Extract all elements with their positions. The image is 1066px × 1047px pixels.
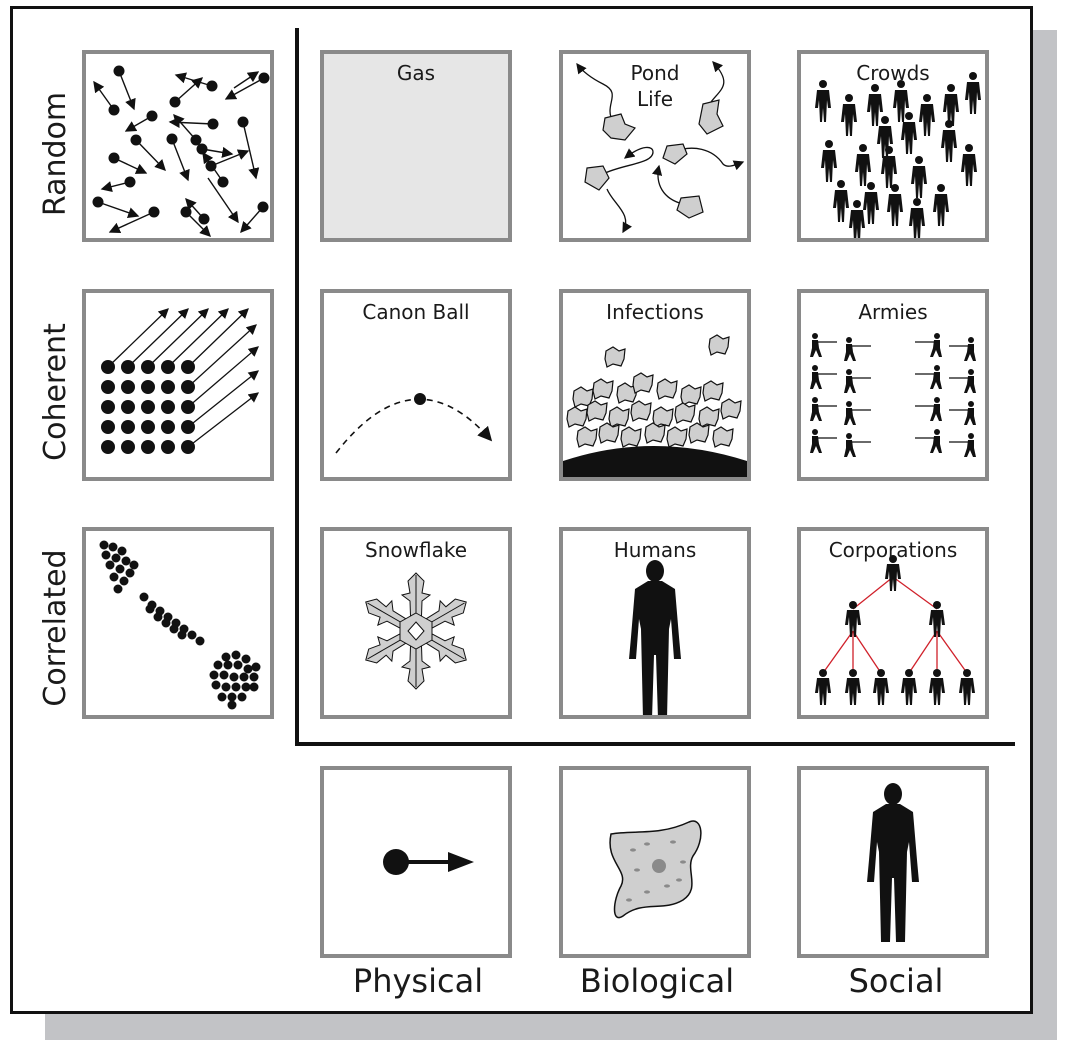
cell-canon-ball-title: Canon Ball (362, 300, 470, 324)
cell-armies: Armies (797, 289, 989, 481)
snowflake-icon (358, 572, 474, 690)
random-particles-icon (92, 65, 270, 237)
cell-humans: Humans (559, 527, 751, 719)
particle-arrow-icon (383, 849, 474, 875)
random-legend-box (82, 50, 274, 242)
correlated-particles-icon (99, 540, 261, 710)
pond-life-icon (576, 61, 745, 234)
physical-legend-box (320, 766, 512, 958)
cell-gas-title: Gas (396, 61, 436, 85)
org-chart-icon (815, 555, 975, 705)
column-label-social: Social (848, 962, 944, 1000)
amoeba-cell-icon (609, 820, 702, 919)
cell-crowds: Crowds (797, 50, 989, 242)
cell-corporations: Corporations (797, 527, 989, 719)
row-label-correlated: Correlated (38, 549, 73, 707)
axis-vertical-line (295, 28, 299, 746)
cell-crowds-title: Crowds (856, 61, 930, 85)
correlated-legend-box (82, 527, 274, 719)
row-label-random: Random (38, 91, 73, 217)
cell-gas: Gas (320, 50, 512, 242)
axis-horizontal-line (295, 742, 1015, 746)
cell-canon-ball: Canon Ball (320, 289, 512, 481)
cell-snowflake: Snowflake (320, 527, 512, 719)
biological-legend-box (559, 766, 751, 958)
cell-pond-life: Pond Life (559, 50, 751, 242)
cell-infections: Infections (559, 289, 751, 481)
column-label-physical: Physical (352, 962, 484, 1000)
cell-armies-title: Armies (858, 300, 928, 324)
coherent-legend-box (82, 289, 274, 481)
cell-humans-title: Humans (613, 538, 697, 562)
cell-corporations-title: Corporations (828, 538, 958, 562)
cell-pond-life-title: Pond Life (630, 61, 680, 111)
cell-infections-title: Infections (606, 300, 704, 324)
coherent-particles-icon (101, 308, 260, 454)
column-label-biological: Biological (579, 962, 735, 1000)
infection-cells-icon (563, 334, 747, 477)
social-legend-box (797, 766, 989, 958)
cannonball-trajectory-icon (335, 393, 493, 454)
row-label-coherent: Coherent (38, 323, 73, 461)
person-icon (867, 783, 919, 942)
cell-snowflake-title: Snowflake (365, 538, 467, 562)
human-silhouette-icon (629, 560, 681, 715)
